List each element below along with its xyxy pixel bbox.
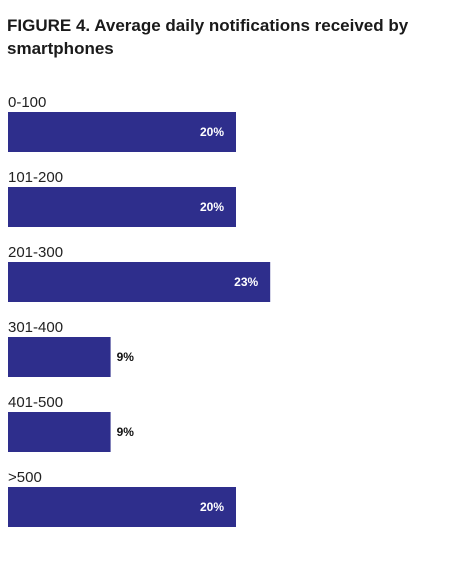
- value-label: 9%: [117, 350, 135, 364]
- category-label: 201-300: [8, 244, 63, 261]
- category-label: 101-200: [8, 169, 63, 186]
- category-label: 0-100: [8, 94, 46, 111]
- bar-4: [8, 337, 111, 377]
- bar-6: [8, 487, 236, 527]
- chart-title: FIGURE 4. Average daily notifications re…: [7, 16, 409, 58]
- value-label: 20%: [200, 200, 224, 214]
- value-label: 23%: [234, 275, 258, 289]
- bar-3: [8, 262, 271, 302]
- category-label: >500: [8, 469, 42, 486]
- bar-1: [8, 112, 236, 152]
- value-label: 20%: [200, 125, 224, 139]
- bar-2: [8, 187, 236, 227]
- value-label: 9%: [117, 425, 135, 439]
- bar-5: [8, 412, 111, 452]
- value-label: 20%: [200, 500, 224, 514]
- category-label: 401-500: [8, 394, 63, 411]
- category-label: 301-400: [8, 319, 63, 336]
